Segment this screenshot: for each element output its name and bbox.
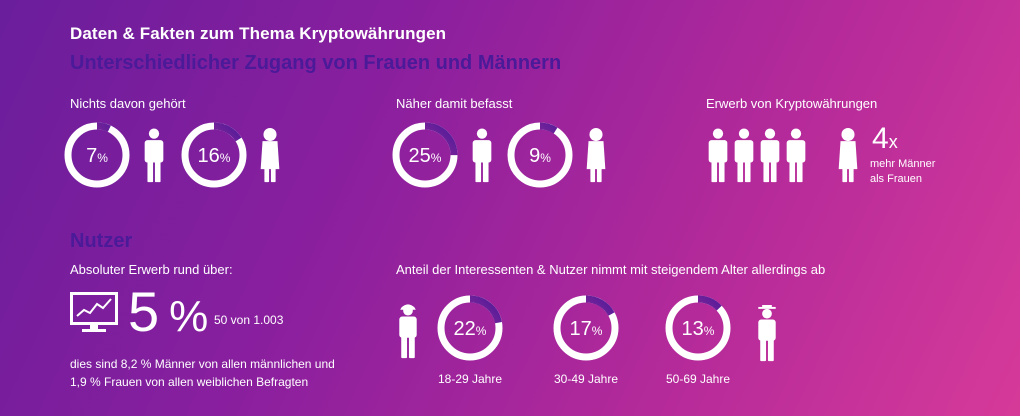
donut-arc-6 — [665, 295, 731, 361]
donut-3: 9% — [507, 122, 573, 188]
label-nichts: Nichts davon gehört — [70, 96, 186, 111]
woman-icon — [838, 128, 858, 183]
nutzer-desc-line2: 1,9 % Frauen von allen weiblichen Befrag… — [70, 375, 309, 389]
old-man-icon — [758, 305, 776, 362]
donut-value-6: 13% — [682, 318, 715, 340]
donut-4: 22% — [437, 295, 503, 361]
nutzer-desc-line1: dies sind 8,2 % Männer von allen männlic… — [70, 357, 335, 371]
nutzer-big-value: 5% — [128, 284, 208, 340]
donut-2: 25% — [392, 122, 458, 188]
nutzer-desc: dies sind 8,2 % Männer von allen männlic… — [70, 355, 370, 391]
donut-arc-2 — [392, 122, 458, 188]
ratio-unit: x — [888, 132, 898, 152]
man-icon — [734, 128, 754, 183]
label-erwerb: Erwerb von Kryptowährungen — [706, 96, 878, 111]
monitor-chart-icon — [70, 292, 118, 332]
donut-1: 16% — [181, 122, 247, 188]
age-label-5: 30-49 Jahre — [553, 372, 619, 386]
man-icon — [708, 128, 728, 183]
ratio-text-line2: als Frauen — [870, 173, 922, 185]
ratio-value: 4x — [872, 124, 898, 154]
page-title: Daten & Fakten zum Thema Kryptowährungen — [70, 24, 447, 43]
donut-value-4: 22% — [454, 318, 487, 340]
woman-icon — [586, 128, 606, 183]
donut-value-2: 25% — [409, 145, 442, 167]
ratio-number: 4 — [872, 122, 889, 155]
man-icon — [786, 128, 806, 183]
donut-value-3: 9% — [529, 145, 551, 167]
donut-arc-0 — [64, 122, 130, 188]
ratio-text: mehr Männer als Frauen — [870, 157, 935, 187]
donut-value-5: 17% — [570, 318, 603, 340]
donut-5: 17% — [553, 295, 619, 361]
label-alter: Anteil der Interessenten & Nutzer nimmt … — [396, 262, 826, 277]
man-icon — [472, 128, 492, 183]
page-subtitle: Unterschiedlicher Zugang von Frauen und … — [70, 52, 562, 74]
donut-arc-3 — [507, 122, 573, 188]
label-naeher: Näher damit befasst — [396, 96, 513, 111]
donut-arc-4 — [437, 295, 503, 361]
woman-icon — [260, 128, 280, 183]
age-label-4: 18-29 Jahre — [437, 372, 503, 386]
donut-6: 13% — [665, 295, 731, 361]
nutzer-label: Absoluter Erwerb rund über: — [70, 262, 233, 277]
nutzer-big-unit: % — [169, 292, 209, 341]
donut-0: 7% — [64, 122, 130, 188]
donut-arc-5 — [553, 295, 619, 361]
man-icon — [760, 128, 780, 183]
age-label-6: 50-69 Jahre — [665, 372, 731, 386]
ratio-text-line1: mehr Männer — [870, 158, 936, 170]
donut-value-0: 7% — [86, 145, 108, 167]
nutzer-small: 50 von 1.003 — [214, 313, 284, 327]
nutzer-big-number: 5 — [128, 280, 160, 343]
donut-arc-1 — [181, 122, 247, 188]
donut-value-1: 16% — [198, 145, 231, 167]
nutzer-heading: Nutzer — [70, 230, 133, 252]
man-icon — [144, 128, 164, 183]
young-man-icon — [399, 304, 417, 359]
